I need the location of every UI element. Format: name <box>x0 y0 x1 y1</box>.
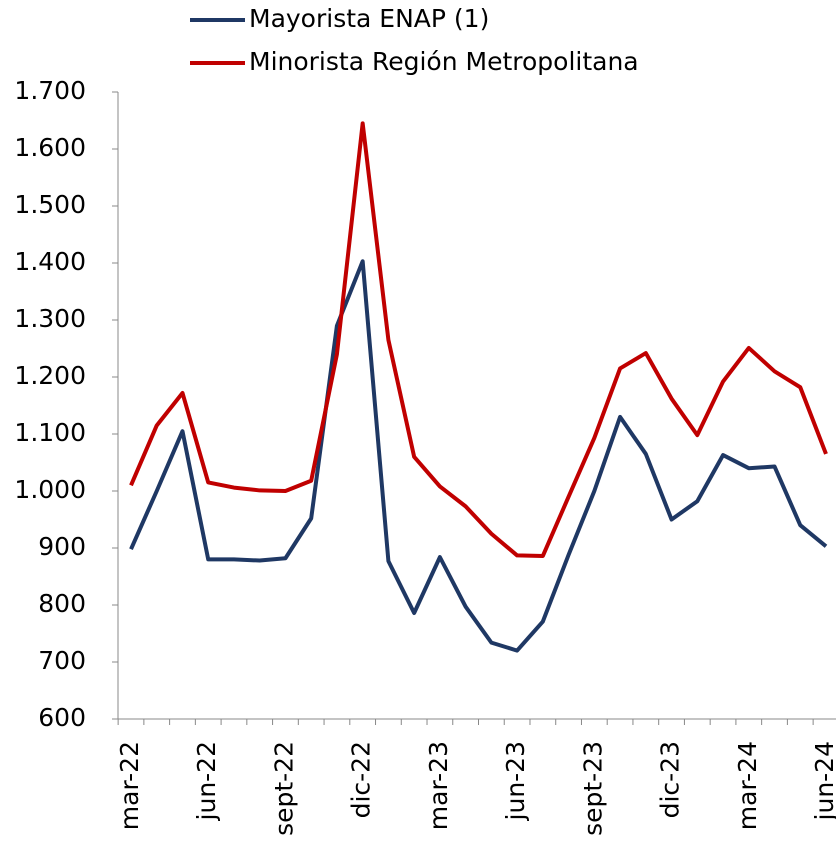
y-tick-label: 1.600 <box>14 133 86 162</box>
y-tick-label: 1.400 <box>14 247 86 276</box>
x-tick-label: dic-22 <box>347 741 376 818</box>
x-tick-label: jun-23 <box>501 741 530 821</box>
line-series <box>129 259 828 653</box>
y-tick-label: 1.100 <box>14 418 86 447</box>
y-tick-label: 1.700 <box>14 76 86 105</box>
x-tick-label: mar-24 <box>733 741 762 830</box>
legend-label: Minorista Región Metropolitana <box>249 47 639 76</box>
x-tick-label: sept-23 <box>578 741 607 836</box>
y-tick-label: 1.300 <box>14 304 86 333</box>
y-tick-label: 1.200 <box>14 361 86 390</box>
y-tick-label: 800 <box>38 589 86 618</box>
x-tick-label: sept-22 <box>269 741 298 836</box>
x-tick-label: mar-22 <box>115 741 144 830</box>
legend-label: Mayorista ENAP (1) <box>249 4 489 33</box>
x-tick-label: jun-22 <box>192 741 221 821</box>
y-tick-label: 700 <box>38 646 86 675</box>
x-tick-label: mar-23 <box>424 741 453 830</box>
y-tick-label: 600 <box>38 703 86 732</box>
y-tick-label: 1.500 <box>14 190 86 219</box>
x-tick-label: dic-23 <box>656 741 685 818</box>
y-tick-label: 900 <box>38 532 86 561</box>
x-tick-label: jun-24 <box>810 741 836 821</box>
y-tick-label: 1.000 <box>14 475 86 504</box>
line-series <box>129 121 828 558</box>
